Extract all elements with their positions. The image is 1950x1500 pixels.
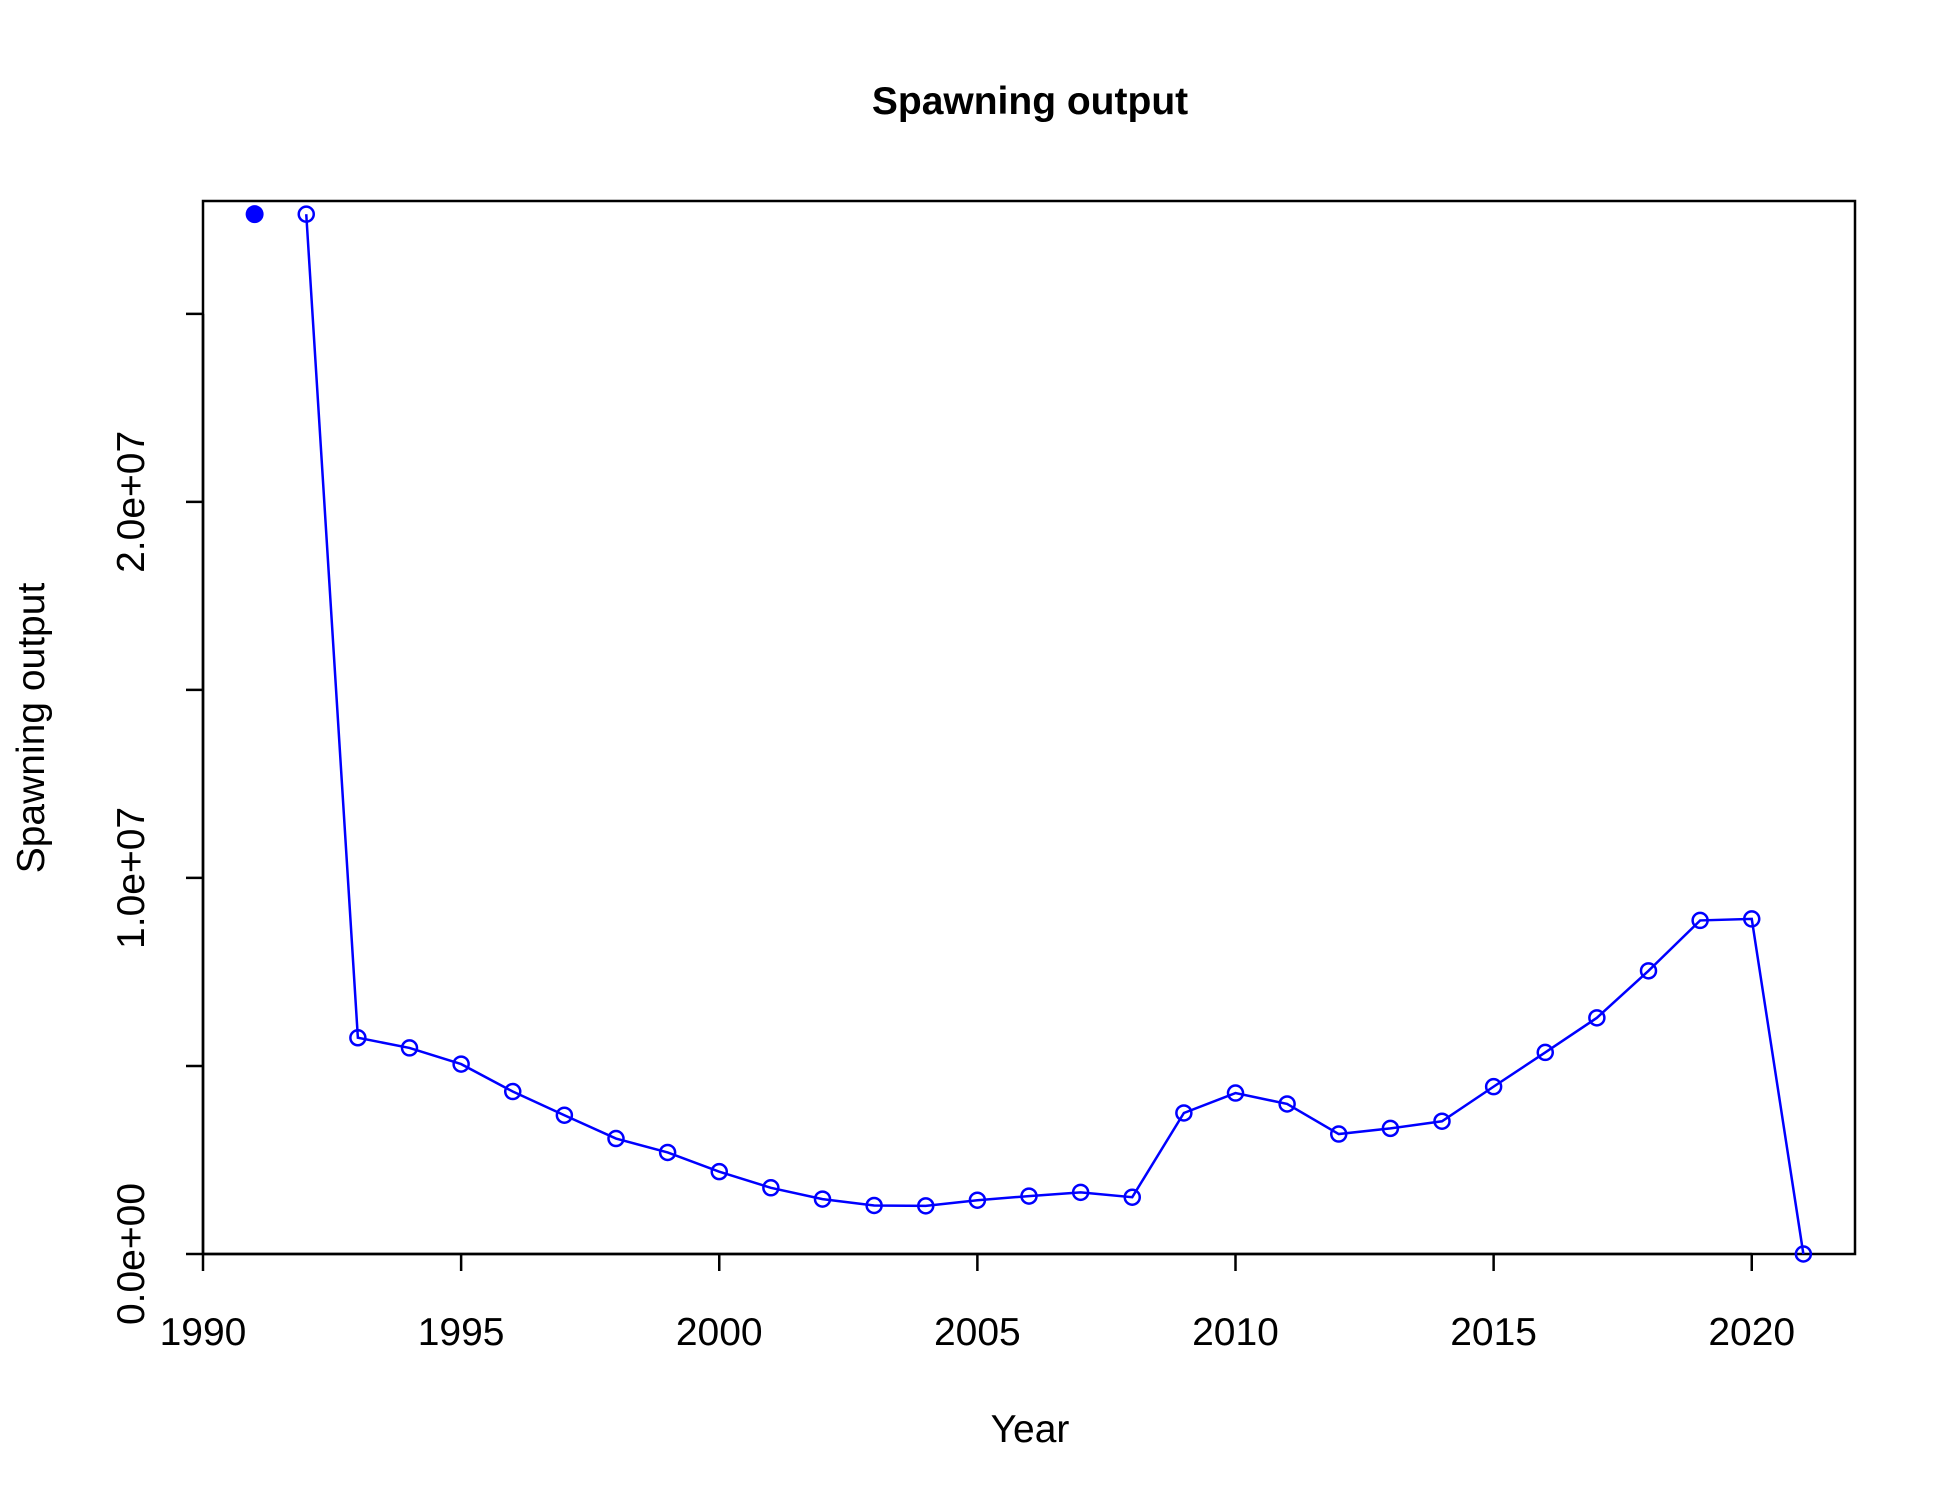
chart-title: Spawning output (872, 80, 1188, 123)
data-point (1484, 1077, 1503, 1096)
x-tick-label: 1990 (160, 1311, 247, 1354)
x-tick-label: 1995 (418, 1311, 505, 1354)
y-tick-label: 0.0e+00 (110, 1183, 153, 1325)
series-line (305, 214, 1805, 1255)
y-tick-label: 2.0e+07 (110, 431, 153, 573)
data-point (400, 1039, 419, 1057)
data-point (658, 1143, 677, 1162)
data-point (968, 1191, 987, 1209)
series-layer (245, 205, 1813, 1263)
x-tick-label: 2010 (1192, 1311, 1279, 1354)
x-tick-label: 2020 (1708, 1311, 1795, 1354)
data-point (865, 1196, 883, 1215)
x-axis: 1990 1995 2000 2005 2010 2015 2020 (160, 1252, 1795, 1354)
data-point (1381, 1119, 1400, 1138)
y-axis-label: Spawning output (10, 583, 53, 874)
data-point (813, 1190, 832, 1208)
data-point (1278, 1095, 1296, 1113)
data-point (1123, 1188, 1141, 1206)
data-point (1226, 1084, 1245, 1102)
data-point (1536, 1043, 1554, 1062)
data-point (1691, 911, 1709, 930)
data-point (1071, 1183, 1090, 1202)
data-point (452, 1055, 470, 1073)
data-point (1794, 1245, 1813, 1263)
x-tick-label: 2005 (934, 1311, 1021, 1354)
data-point (1020, 1187, 1038, 1205)
y-axis: 0.0e+00 1.0e+07 2.0e+07 (110, 312, 205, 1325)
data-point (1330, 1125, 1348, 1143)
data-point (607, 1129, 625, 1148)
data-point (349, 1029, 367, 1047)
x-tick-label: 2015 (1450, 1311, 1537, 1354)
data-point (504, 1082, 522, 1101)
data-point (710, 1162, 728, 1181)
data-point (555, 1106, 574, 1124)
data-point (1743, 910, 1761, 928)
x-axis-label: Year (991, 1408, 1070, 1451)
data-point (1175, 1104, 1193, 1122)
y-tick-label: 1.0e+07 (110, 807, 153, 949)
x-tick-label: 2000 (676, 1311, 763, 1354)
data-point (917, 1197, 935, 1215)
data-point (1433, 1112, 1451, 1130)
plot-frame (201, 199, 1857, 1256)
virgin-point (245, 205, 264, 224)
data-point (762, 1179, 780, 1197)
data-point (1588, 1009, 1606, 1027)
data-point (297, 205, 315, 223)
data-point (1639, 962, 1658, 980)
